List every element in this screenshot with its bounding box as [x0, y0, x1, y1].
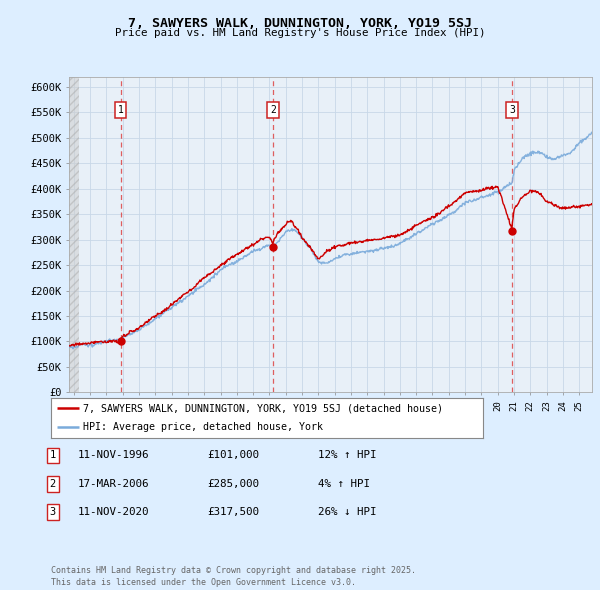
Text: 4% ↑ HPI: 4% ↑ HPI: [318, 479, 370, 489]
Text: 1: 1: [118, 105, 124, 115]
Text: 11-NOV-1996: 11-NOV-1996: [78, 451, 149, 460]
Text: 3: 3: [509, 105, 515, 115]
Text: 26% ↓ HPI: 26% ↓ HPI: [318, 507, 377, 517]
Text: 17-MAR-2006: 17-MAR-2006: [78, 479, 149, 489]
Text: 2: 2: [270, 105, 276, 115]
Text: 2: 2: [50, 479, 56, 489]
Text: Contains HM Land Registry data © Crown copyright and database right 2025.
This d: Contains HM Land Registry data © Crown c…: [51, 566, 416, 587]
Text: HPI: Average price, detached house, York: HPI: Average price, detached house, York: [83, 422, 323, 432]
Bar: [69, 77, 79, 392]
Text: £101,000: £101,000: [207, 451, 259, 460]
Text: £285,000: £285,000: [207, 479, 259, 489]
Text: Price paid vs. HM Land Registry's House Price Index (HPI): Price paid vs. HM Land Registry's House …: [115, 28, 485, 38]
Text: £317,500: £317,500: [207, 507, 259, 517]
Text: 1: 1: [50, 451, 56, 460]
Text: 12% ↑ HPI: 12% ↑ HPI: [318, 451, 377, 460]
Text: 3: 3: [50, 507, 56, 517]
Text: 7, SAWYERS WALK, DUNNINGTON, YORK, YO19 5SJ (detached house): 7, SAWYERS WALK, DUNNINGTON, YORK, YO19 …: [83, 403, 443, 413]
Text: 7, SAWYERS WALK, DUNNINGTON, YORK, YO19 5SJ: 7, SAWYERS WALK, DUNNINGTON, YORK, YO19 …: [128, 17, 472, 30]
Text: 11-NOV-2020: 11-NOV-2020: [78, 507, 149, 517]
